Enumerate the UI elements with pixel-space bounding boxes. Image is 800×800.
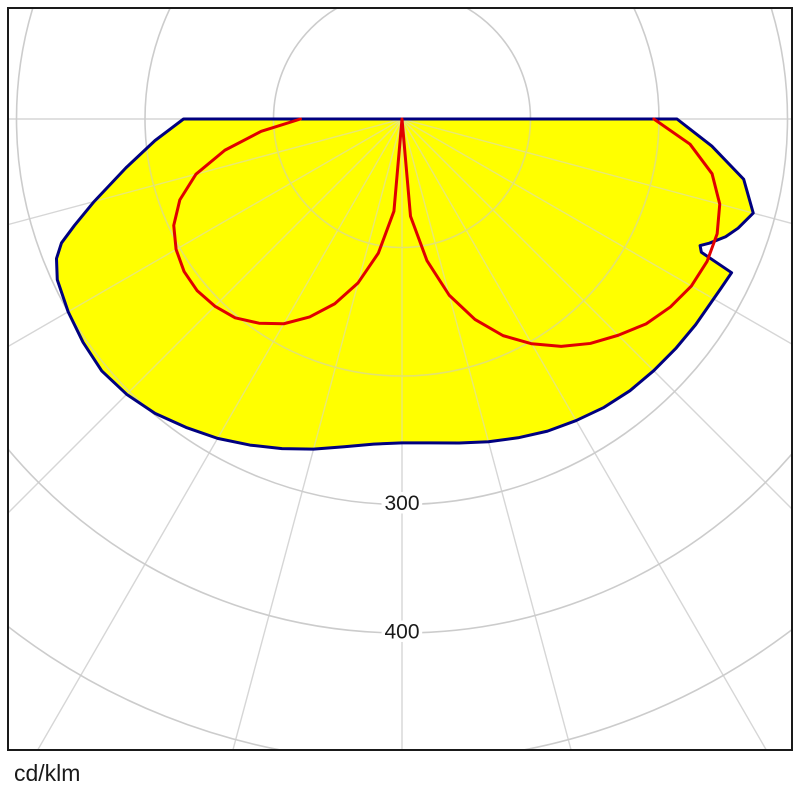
units-label: cd/klm xyxy=(14,760,81,786)
c0-fill xyxy=(56,119,754,450)
grid-circle xyxy=(144,119,660,377)
curve-c90-c270 xyxy=(172,117,722,348)
c0-c180-fill-region xyxy=(56,119,754,450)
radial-tick-label: 400 xyxy=(384,621,419,644)
grid-circle xyxy=(272,119,532,249)
radial-tick-label: 300 xyxy=(384,492,419,515)
grid-circle xyxy=(15,9,789,506)
grid-circle xyxy=(9,448,791,634)
plot-frame: 300 300 400 400 xyxy=(7,7,793,751)
curve-c0-c180 xyxy=(54,117,755,451)
radial-tick-halo: 300 xyxy=(384,492,419,515)
polar-grid-overlay xyxy=(56,119,754,450)
distribution-curves xyxy=(54,117,755,451)
radial-tick-halo: 400 xyxy=(384,621,419,644)
